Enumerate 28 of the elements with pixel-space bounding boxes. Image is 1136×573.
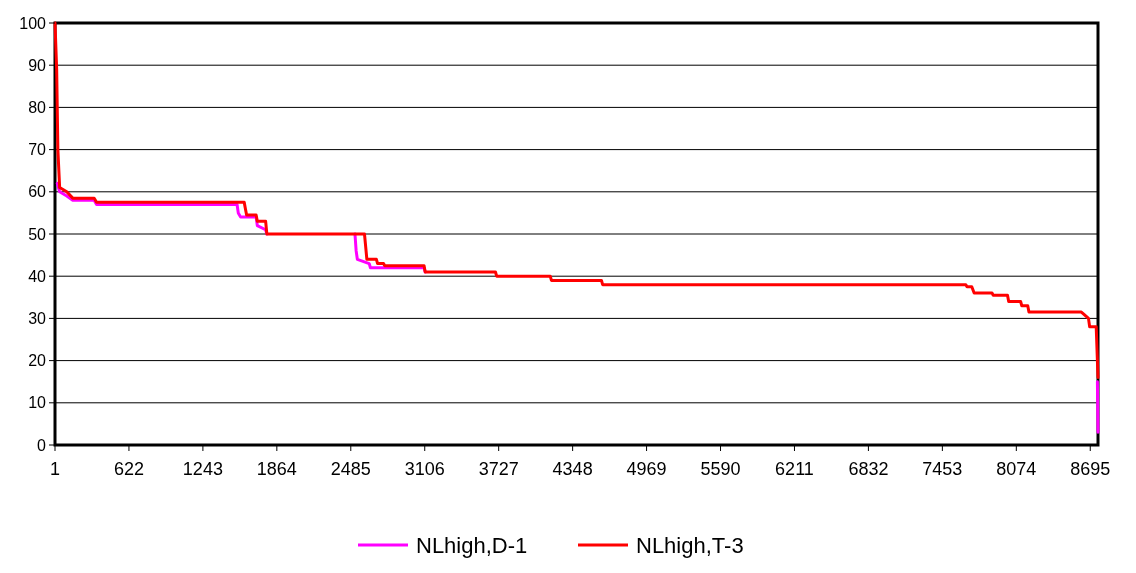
x-tick-label: 4348 [552, 459, 593, 479]
x-tick-label: 4969 [626, 459, 667, 479]
y-tick-label: 30 [28, 310, 47, 327]
y-tick-label: 40 [28, 267, 47, 285]
x-tick-label: 1243 [182, 459, 223, 479]
y-tick-label: 0 [37, 436, 47, 454]
legend-label: NLhigh,D-1 [416, 532, 528, 558]
y-tick-label: 50 [28, 225, 47, 243]
y-tick-label: 70 [28, 141, 47, 159]
legend-label: NLhigh,T-3 [636, 532, 744, 558]
x-tick-label: 1 [49, 459, 61, 479]
x-tick-label: 6211 [775, 459, 814, 479]
y-tick-label: 10 [28, 394, 47, 412]
x-tick-label: 1864 [256, 459, 297, 479]
y-tick-label: 80 [28, 99, 47, 116]
x-tick-label: 3106 [404, 459, 445, 479]
x-tick-label: 8074 [996, 459, 1037, 479]
y-tick-label: 100 [19, 14, 47, 32]
x-tick-label: 3727 [478, 459, 519, 479]
y-tick-label: 60 [28, 183, 47, 201]
x-tick-label: 622 [113, 459, 144, 479]
x-tick-label: 6832 [848, 459, 889, 479]
y-tick-label: 90 [28, 56, 47, 74]
x-tick-label: 8695 [1070, 459, 1111, 479]
y-tick-label: 20 [28, 352, 47, 370]
x-tick-label: 5590 [700, 459, 741, 479]
x-tick-label: 7453 [922, 459, 963, 479]
x-tick-label: 2485 [330, 459, 371, 479]
